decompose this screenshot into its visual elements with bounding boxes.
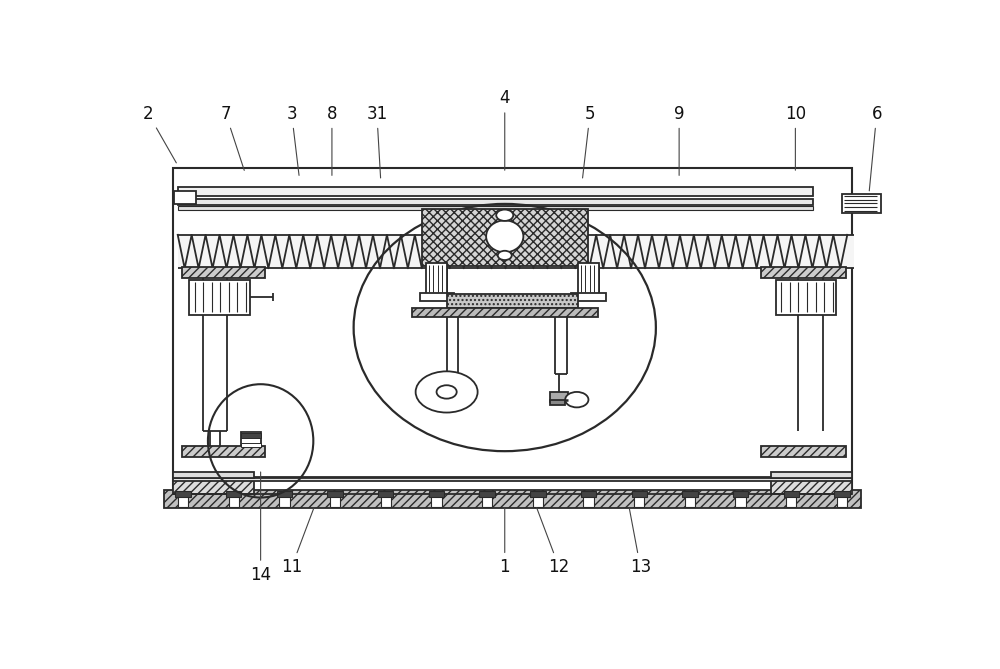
Bar <box>733 491 748 496</box>
Bar <box>327 491 343 496</box>
Text: 5: 5 <box>583 105 595 178</box>
Bar <box>182 446 265 458</box>
Text: 13: 13 <box>629 508 651 576</box>
Bar <box>279 494 290 507</box>
Bar <box>632 491 647 496</box>
Bar <box>682 491 698 496</box>
Bar <box>178 187 813 196</box>
Bar <box>550 392 568 402</box>
Bar <box>771 478 852 494</box>
Circle shape <box>565 392 588 407</box>
Bar <box>550 399 565 405</box>
Bar <box>412 308 598 317</box>
Circle shape <box>496 209 513 221</box>
Bar <box>226 491 241 496</box>
Bar <box>530 491 546 496</box>
Bar <box>178 206 813 210</box>
Bar <box>189 280 250 314</box>
Text: 4: 4 <box>500 89 510 170</box>
Bar <box>174 191 196 204</box>
Bar <box>583 494 594 507</box>
Bar <box>784 491 799 496</box>
Bar <box>277 491 292 496</box>
Text: 12: 12 <box>537 508 570 576</box>
Bar <box>173 168 852 498</box>
Bar <box>685 494 695 507</box>
Text: 10: 10 <box>785 105 806 170</box>
Bar <box>426 263 447 294</box>
Bar <box>634 494 644 507</box>
Bar <box>447 294 578 308</box>
Text: 8: 8 <box>327 105 337 175</box>
Bar <box>229 494 239 507</box>
Bar <box>173 486 852 505</box>
Bar <box>422 209 588 266</box>
Bar <box>173 478 254 494</box>
Bar <box>241 432 261 445</box>
Bar <box>173 477 852 481</box>
Bar <box>786 494 796 507</box>
Bar <box>735 494 746 507</box>
Bar <box>429 491 444 496</box>
Bar <box>178 199 813 205</box>
Bar <box>330 494 340 507</box>
Bar <box>241 444 261 446</box>
Bar <box>578 263 599 294</box>
Bar <box>381 494 391 507</box>
Bar <box>776 280 836 314</box>
Bar <box>178 235 854 268</box>
Bar <box>178 494 188 507</box>
Text: 14: 14 <box>250 472 271 584</box>
Text: 2: 2 <box>143 105 176 163</box>
Bar <box>482 494 492 507</box>
Bar <box>175 491 191 496</box>
Bar <box>533 494 543 507</box>
Text: 7: 7 <box>220 105 244 171</box>
Bar <box>182 268 265 278</box>
Text: 31: 31 <box>366 105 388 178</box>
Bar <box>479 491 495 496</box>
Text: 3: 3 <box>286 105 299 175</box>
Bar <box>842 193 881 213</box>
Bar <box>761 268 846 278</box>
Bar <box>173 472 254 478</box>
Bar <box>761 446 846 458</box>
Text: 6: 6 <box>869 105 882 191</box>
Bar <box>837 494 847 507</box>
Bar <box>420 293 454 301</box>
Text: 9: 9 <box>674 105 684 175</box>
Ellipse shape <box>486 220 523 252</box>
Bar <box>431 494 442 507</box>
Circle shape <box>437 385 457 399</box>
Bar <box>571 293 606 301</box>
Bar <box>378 491 393 496</box>
Bar <box>173 478 852 494</box>
Circle shape <box>416 371 478 413</box>
Bar <box>834 491 850 496</box>
Bar <box>164 490 861 508</box>
Bar <box>771 472 852 478</box>
Bar <box>581 491 596 496</box>
Text: 11: 11 <box>281 508 314 576</box>
Bar <box>241 433 261 438</box>
Text: 1: 1 <box>499 508 510 576</box>
Circle shape <box>498 251 512 260</box>
